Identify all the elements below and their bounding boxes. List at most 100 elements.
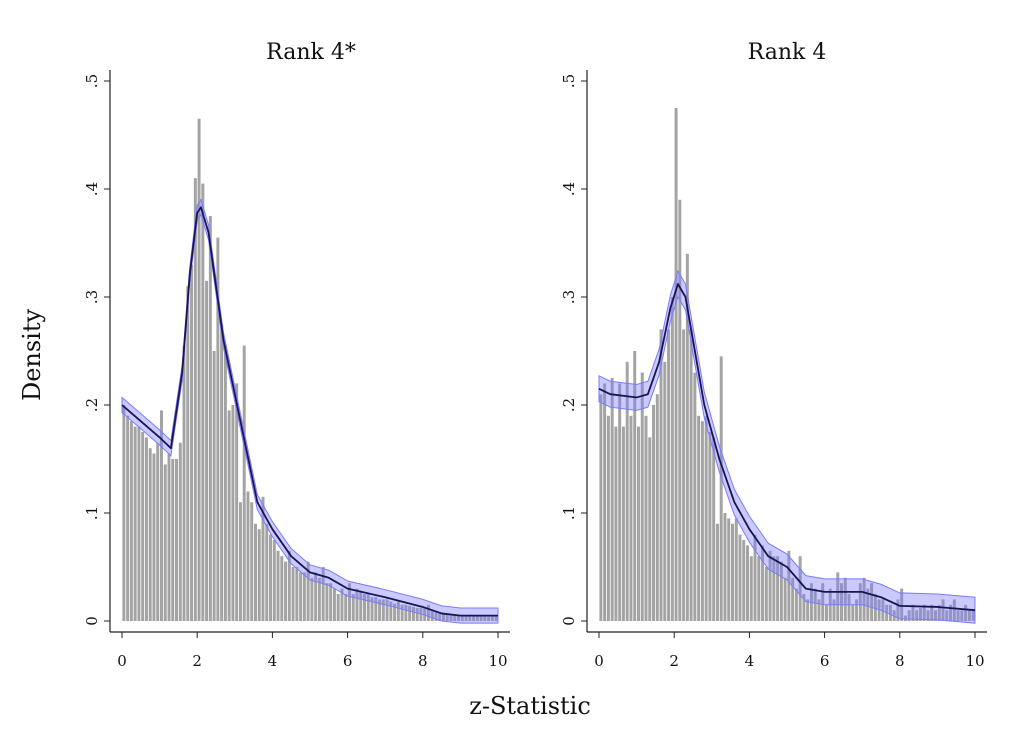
y-tick-label: .3 [560,290,578,304]
histogram-bar [238,502,242,621]
histogram-bar [152,453,156,621]
histogram-bar [254,523,257,621]
density-curve [598,283,976,612]
histogram-bar [257,529,261,621]
histogram-bar [952,599,956,621]
histogram-bar [261,496,265,621]
histogram-bar [483,615,487,621]
histogram-bar [768,550,772,621]
x-axis-label: z-Statistic [469,692,591,720]
y-tick-label: 0 [83,616,101,626]
confidence-band [598,269,976,624]
histogram-bar [708,432,712,621]
histogram-bar [167,453,171,621]
y-tick-label: .5 [83,74,101,88]
histogram-bar [956,610,960,621]
histogram-bar [201,183,205,621]
histogram-bar [599,394,603,621]
histogram-bar [385,599,389,621]
histogram-bar [840,583,843,621]
histogram-bar [449,615,453,621]
histogram-bar [284,561,288,621]
histogram-bar [280,556,284,621]
histogram-bar [603,383,607,621]
histogram-bar [182,345,186,621]
histogram-bar [156,442,160,621]
histogram-bar [351,594,355,621]
histogram-bar [919,608,922,621]
histogram-bar [426,604,430,621]
histogram-bar [359,590,363,621]
x-tick-label: 0 [117,652,127,670]
histogram-bar [457,615,460,621]
histogram-bar [479,615,483,621]
histogram-bar [659,329,663,621]
histogram-bar [843,577,847,621]
histogram-bar [870,583,874,621]
histogram-bar [265,523,269,621]
histogram-bar [378,599,382,621]
histogram-bar [903,615,907,621]
y-axis-label: Density [18,309,46,402]
y-tick-label: .1 [560,506,578,520]
histogram-bar [231,405,235,621]
x-tick-label: 4 [268,652,278,670]
histogram-bar [689,329,693,621]
histogram-bar [862,577,866,621]
histogram-bar [832,599,836,621]
histogram-bar [197,118,201,622]
histogram-bar [731,523,734,621]
x-tick-label: 6 [820,652,830,670]
histogram-bar [190,264,194,621]
histogram-bar [640,372,644,621]
histogram-bar [644,415,648,621]
histogram-bar [964,604,968,621]
histogram-bar [648,437,652,621]
histogram-bar [941,599,945,621]
histogram-bar [404,604,408,621]
histogram-bar [250,502,254,621]
histogram-bar [287,550,291,621]
histogram-bar [141,432,145,621]
confidence-band [121,198,499,624]
histogram-bar [719,356,723,621]
histogram-bar [851,604,855,621]
histogram-bar [148,448,152,621]
histogram-bar [175,459,178,621]
histogram-bar [178,442,182,621]
histogram-bar [794,588,798,621]
histogram-bar [137,426,141,621]
histogram-bar [866,588,870,621]
histogram-bar [321,567,325,621]
histogram-bar [464,615,468,621]
y-tick-label: 0 [560,616,578,626]
histogram-bar [291,567,295,621]
histogram-bar [366,594,370,621]
histogram-bar [160,410,163,621]
histogram-bar [749,556,753,621]
histogram-bar [836,572,840,621]
x-tick-label: 2 [192,652,202,670]
histogram-bar [490,615,494,621]
histogram-bar [246,491,250,621]
histogram-bar [336,594,340,621]
histogram-bar [460,615,464,621]
histogram-bar [667,329,671,621]
histogram-bar [314,572,318,621]
histogram-bar [242,345,246,621]
histogram-bar [960,610,964,621]
histogram-bar [363,594,366,621]
x-tick-label: 2 [669,652,679,670]
histogram-bar [700,421,704,621]
histogram-bar [934,610,937,621]
histogram-bar [971,610,975,621]
y-tick-label: .1 [83,506,101,520]
histogram-bar [411,606,415,621]
histogram-bar [269,534,272,621]
histogram-bar [787,550,791,621]
histogram-bar [734,518,738,621]
histogram-bar [186,286,190,621]
histogram-bar [779,561,783,621]
histogram-bar [693,372,697,621]
histogram-bar [652,405,655,621]
